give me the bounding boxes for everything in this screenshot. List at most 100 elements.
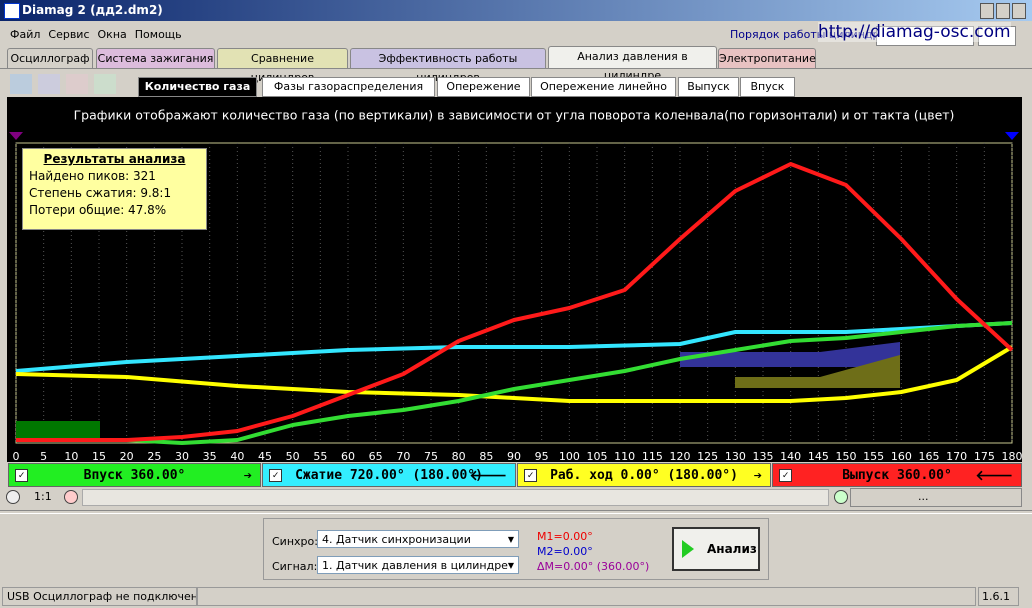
x-tick-label: 65 — [369, 450, 383, 462]
window-title: Diamag 2 (дд2.dm2) — [22, 3, 163, 17]
zoom-label: 1:1 — [34, 490, 52, 503]
tab[interactable]: Эффективность работы цилиндров — [350, 48, 546, 84]
tab[interactable]: Осциллограф — [7, 48, 93, 68]
subtab[interactable]: Фазы газораспределения — [262, 77, 435, 97]
analyze-button[interactable]: Анализ — [672, 527, 760, 571]
marker-right — [1005, 132, 1019, 140]
tab[interactable]: Сравнение цилиндров — [217, 48, 348, 84]
menu-item[interactable]: Помощь — [134, 28, 182, 41]
subtab-active[interactable]: Количество газа — [138, 77, 257, 97]
nav-bar — [850, 488, 1022, 507]
x-tick-label: 160 — [891, 450, 912, 462]
version: 1.6.1 — [978, 587, 1019, 606]
signal-select[interactable]: 1. Датчик давления в цилиндре — [317, 556, 519, 575]
m2-label: M2=0.00° — [537, 545, 593, 558]
x-tick-label: 105 — [587, 450, 608, 462]
x-tick-label: 45 — [258, 450, 272, 462]
menu-item[interactable]: Окна — [97, 28, 127, 41]
x-tick-label: 150 — [836, 450, 857, 462]
maximize[interactable] — [996, 3, 1010, 19]
subtab[interactable]: Впуск — [740, 77, 795, 97]
cylinder-bar[interactable]: ✓ Раб. ход 0.00° (180.00°) ➔ — [517, 463, 771, 487]
scrollbar[interactable] — [82, 489, 829, 506]
results-line: Потери общие: 47.8% — [29, 203, 167, 217]
x-tick-label: 135 — [753, 450, 774, 462]
add-button[interactable] — [834, 490, 848, 504]
app-icon — [4, 3, 20, 19]
results-line: Найдено пиков: 321 — [29, 169, 156, 183]
x-tick-label: 115 — [642, 450, 663, 462]
toolbar — [10, 74, 116, 94]
x-tick-label: 15 — [92, 450, 106, 462]
x-tick-label: 20 — [120, 450, 134, 462]
tab-line — [0, 68, 1032, 69]
x-tick-label: 55 — [313, 450, 327, 462]
subtab[interactable]: Выпуск — [678, 77, 739, 97]
zoom-in[interactable] — [64, 490, 78, 504]
series-line — [15, 345, 1014, 403]
analyze-label: Анализ — [707, 542, 757, 556]
cylinder-bar[interactable]: ✓ Сжатие 720.00° (180.00°) 🡐 — [262, 463, 516, 487]
subtab[interactable]: Опережение линейно — [531, 77, 676, 97]
x-tick-label: 130 — [725, 450, 746, 462]
x-tick-label: 155 — [863, 450, 884, 462]
tab[interactable]: Система зажигания — [96, 48, 215, 68]
subtab[interactable]: Опережение — [437, 77, 530, 97]
cylinder-label: Выпуск 360.00° — [842, 468, 952, 483]
x-tick-label: 120 — [670, 450, 691, 462]
x-tick-label: 95 — [535, 450, 549, 462]
tab-active[interactable]: Анализ давления в цилиндре — [548, 46, 717, 82]
order-input[interactable] — [876, 26, 974, 46]
minimize[interactable] — [980, 3, 994, 19]
x-tick-label: 170 — [946, 450, 967, 462]
x-tick-label: 90 — [507, 450, 521, 462]
x-tick-label: 145 — [808, 450, 829, 462]
cylinder-bar[interactable]: ✓ Выпуск 360.00° 🡐 — [772, 463, 1022, 487]
x-tick-label: 60 — [341, 450, 355, 462]
x-tick-label: 75 — [424, 450, 438, 462]
x-tick-label: 5 — [40, 450, 47, 462]
x-tick-label: 125 — [697, 450, 718, 462]
m1-label: M1=0.00° — [537, 530, 593, 543]
order-input[interactable] — [978, 26, 1016, 46]
results-title: Результаты анализа — [43, 152, 186, 166]
phase-block — [680, 342, 900, 367]
zoom-out[interactable] — [6, 490, 20, 504]
x-tick-label: 40 — [230, 450, 244, 462]
tool-button[interactable] — [94, 74, 116, 94]
cylinder-label: Впуск 360.00° — [83, 468, 186, 483]
x-tick-label: 70 — [396, 450, 410, 462]
series-line — [16, 162, 1014, 442]
tab[interactable]: Электропитание — [718, 48, 816, 68]
x-tick-label: 110 — [614, 450, 635, 462]
results-box: Результаты анализа Найдено пиков: 321 Сте… — [22, 148, 207, 230]
menu-item[interactable]: Сервис — [48, 28, 90, 41]
phase-block — [16, 421, 100, 441]
nav-label: ... — [918, 490, 929, 503]
sync-select[interactable]: 4. Датчик синхронизации — [317, 530, 519, 549]
tool-button[interactable] — [10, 74, 32, 94]
x-tick-label: 140 — [780, 450, 801, 462]
menu-bar: Файл Сервис Окна Помощь — [10, 28, 182, 41]
x-tick-label: 0 — [13, 450, 20, 462]
x-tick-label: 50 — [286, 450, 300, 462]
tool-button[interactable] — [38, 74, 60, 94]
tool-button[interactable] — [66, 74, 88, 94]
x-tick-label: 165 — [919, 450, 940, 462]
signal-label: Сигнал: — [272, 560, 318, 573]
status-pane — [196, 587, 976, 606]
sync-label: Синхро: — [272, 535, 318, 548]
title-bar — [0, 0, 1032, 21]
x-tick-label: 10 — [64, 450, 78, 462]
cylinder-label: Раб. ход 0.00° (180.00°) — [550, 468, 738, 483]
separator — [0, 510, 1032, 514]
chart-title: Графики отображают количество газа (по в… — [74, 108, 955, 123]
menu-item[interactable]: Файл — [10, 28, 41, 41]
chart: Графики отображают количество газа (по в… — [7, 97, 1022, 462]
phase-block — [735, 355, 900, 388]
close[interactable] — [1012, 3, 1026, 19]
order-label: Порядок работы цилиндров — [730, 28, 893, 41]
cylinder-bar[interactable]: ✓ Впуск 360.00° ➔ — [8, 463, 261, 487]
x-tick-label: 180 — [1002, 450, 1023, 462]
